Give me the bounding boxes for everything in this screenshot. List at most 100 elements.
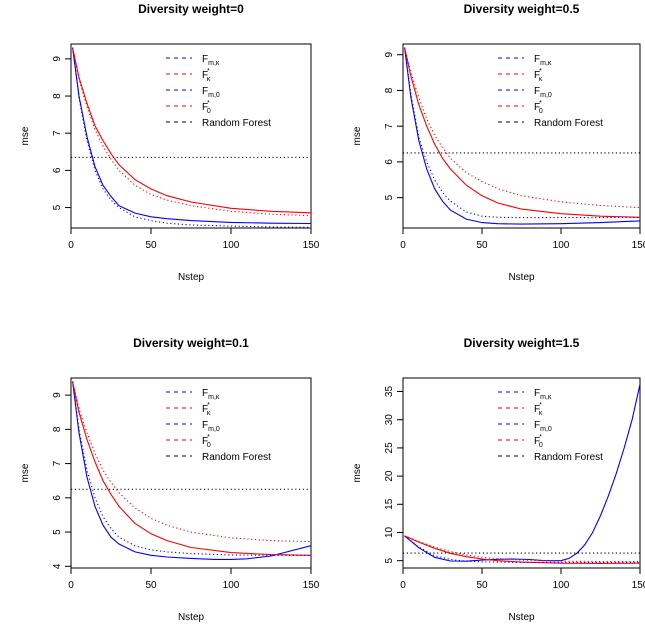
series-line-1: [404, 384, 640, 562]
y-tick-label: 8: [52, 426, 63, 432]
y-axis-label: mse: [20, 126, 31, 145]
x-tick-label: 0: [400, 580, 406, 591]
y-tick-label: 7: [384, 123, 395, 129]
legend-label: F* κ: [202, 68, 211, 83]
series-line-4: [72, 47, 311, 217]
legend-entry: F* 0: [166, 434, 211, 449]
plot-frame: [70, 377, 312, 569]
y-tick-label: 5: [384, 557, 395, 563]
y-tick-label: 6: [384, 159, 395, 165]
x-tick-label: 100: [553, 240, 570, 251]
x-tick-label: 150: [303, 240, 320, 251]
series-line-4: [404, 47, 640, 209]
plot-frame: [402, 377, 641, 569]
y-tick-label: 8: [384, 87, 395, 93]
chart-title: Diversity weight=1.5: [464, 336, 580, 350]
y-tick-label: 7: [52, 460, 63, 466]
series-line-2: [72, 381, 311, 556]
x-tick-label: 50: [145, 240, 157, 251]
legend-label: F* 0: [202, 100, 211, 115]
legend-entry: Fm,0: [166, 86, 220, 99]
legend-label: Random Forest: [534, 118, 603, 129]
y-tick-label: 10: [384, 526, 395, 538]
series-line-3: [404, 47, 640, 219]
x-tick-label: 0: [68, 580, 74, 591]
legend-label: Fm,0: [534, 86, 552, 99]
legend-label: Fm,0: [202, 86, 220, 99]
x-tick-label: 50: [476, 240, 488, 251]
legend-label: Fm,0: [534, 420, 552, 433]
legend-entry: Fm,κ: [166, 388, 220, 401]
x-tick-label: 0: [68, 240, 74, 251]
y-tick-label: 15: [384, 498, 395, 510]
series-line-1: [72, 381, 311, 560]
series-line-1: [72, 47, 311, 225]
series-line-2: [404, 535, 640, 564]
x-tick-label: 150: [303, 580, 320, 591]
x-tick-label: 50: [145, 580, 157, 591]
y-tick-label: 25: [384, 442, 395, 454]
legend-entry: F* κ: [498, 402, 543, 417]
x-tick-label: 150: [632, 240, 645, 251]
y-tick-label: 6: [52, 495, 63, 501]
legend-label: F* 0: [534, 434, 543, 449]
legend-label: F* κ: [202, 402, 211, 417]
legend-label: F* κ: [534, 68, 543, 83]
x-tick-label: 100: [553, 580, 570, 591]
chart-title: Diversity weight=0.1: [133, 336, 249, 350]
legend-label: F* 0: [534, 100, 543, 115]
legend-label: Fm,κ: [534, 54, 552, 67]
y-axis-label: mse: [20, 463, 31, 482]
legend-entry: Random Forest: [498, 118, 603, 129]
y-axis-label: mse: [352, 126, 363, 145]
legend-entry: F* κ: [166, 68, 211, 83]
series-line-4: [404, 535, 640, 563]
y-tick-label: 6: [52, 167, 63, 173]
panel-2: Diversity weight=0.5 0 50 100 150 5 6 7 8 9 Nstep m…: [352, 2, 645, 283]
series-line-3: [72, 47, 311, 228]
y-tick-label: 9: [384, 51, 395, 57]
panel-3: Diversity weight=0.1 0 50 100 150 4 5 6 7 8 9 Nstep…: [20, 336, 320, 623]
x-tick-label: 100: [223, 240, 240, 251]
y-tick-label: 35: [384, 386, 395, 398]
x-tick-label: 150: [632, 580, 645, 591]
y-tick-label: 20: [384, 470, 395, 482]
y-tick-label: 30: [384, 414, 395, 426]
y-tick-label: 9: [52, 56, 63, 62]
x-tick-label: 100: [223, 580, 240, 591]
legend-entry: Fm,0: [166, 420, 220, 433]
legend-entry: Fm,κ: [166, 54, 220, 67]
series-line-2: [72, 47, 311, 214]
legend-label: Fm,κ: [202, 54, 220, 67]
x-tick-label: 0: [400, 240, 406, 251]
y-tick-label: 5: [52, 204, 63, 210]
legend-entry: Fm,κ: [498, 54, 552, 67]
legend-entry: Fm,κ: [498, 388, 552, 401]
legend-entry: Random Forest: [166, 118, 271, 129]
x-axis-label: Nstep: [178, 612, 205, 623]
x-axis-label: Nstep: [508, 612, 535, 623]
x-axis-label: Nstep: [178, 272, 205, 283]
legend-entry: Random Forest: [166, 452, 271, 463]
y-tick-label: 5: [384, 194, 395, 200]
legend-entry: F* κ: [166, 402, 211, 417]
y-tick-label: 7: [52, 130, 63, 136]
plot-frame: [70, 43, 312, 229]
y-axis-label: mse: [352, 463, 363, 482]
x-tick-label: 50: [476, 580, 488, 591]
legend-entry: F* 0: [166, 100, 211, 115]
legend-label: F* κ: [534, 402, 543, 417]
series-line-4: [72, 381, 311, 543]
series-line-2: [404, 47, 640, 218]
legend-entry: F* 0: [498, 100, 543, 115]
y-tick-label: 8: [52, 93, 63, 99]
legend-label: Random Forest: [202, 452, 271, 463]
x-axis-label: Nstep: [508, 272, 535, 283]
y-tick-label: 4: [52, 563, 63, 569]
legend-entry: F* κ: [498, 68, 543, 83]
legend-label: Fm,κ: [534, 388, 552, 401]
legend-label: Random Forest: [534, 452, 603, 463]
chart-title: Diversity weight=0: [138, 2, 244, 16]
legend-entry: Random Forest: [498, 452, 603, 463]
